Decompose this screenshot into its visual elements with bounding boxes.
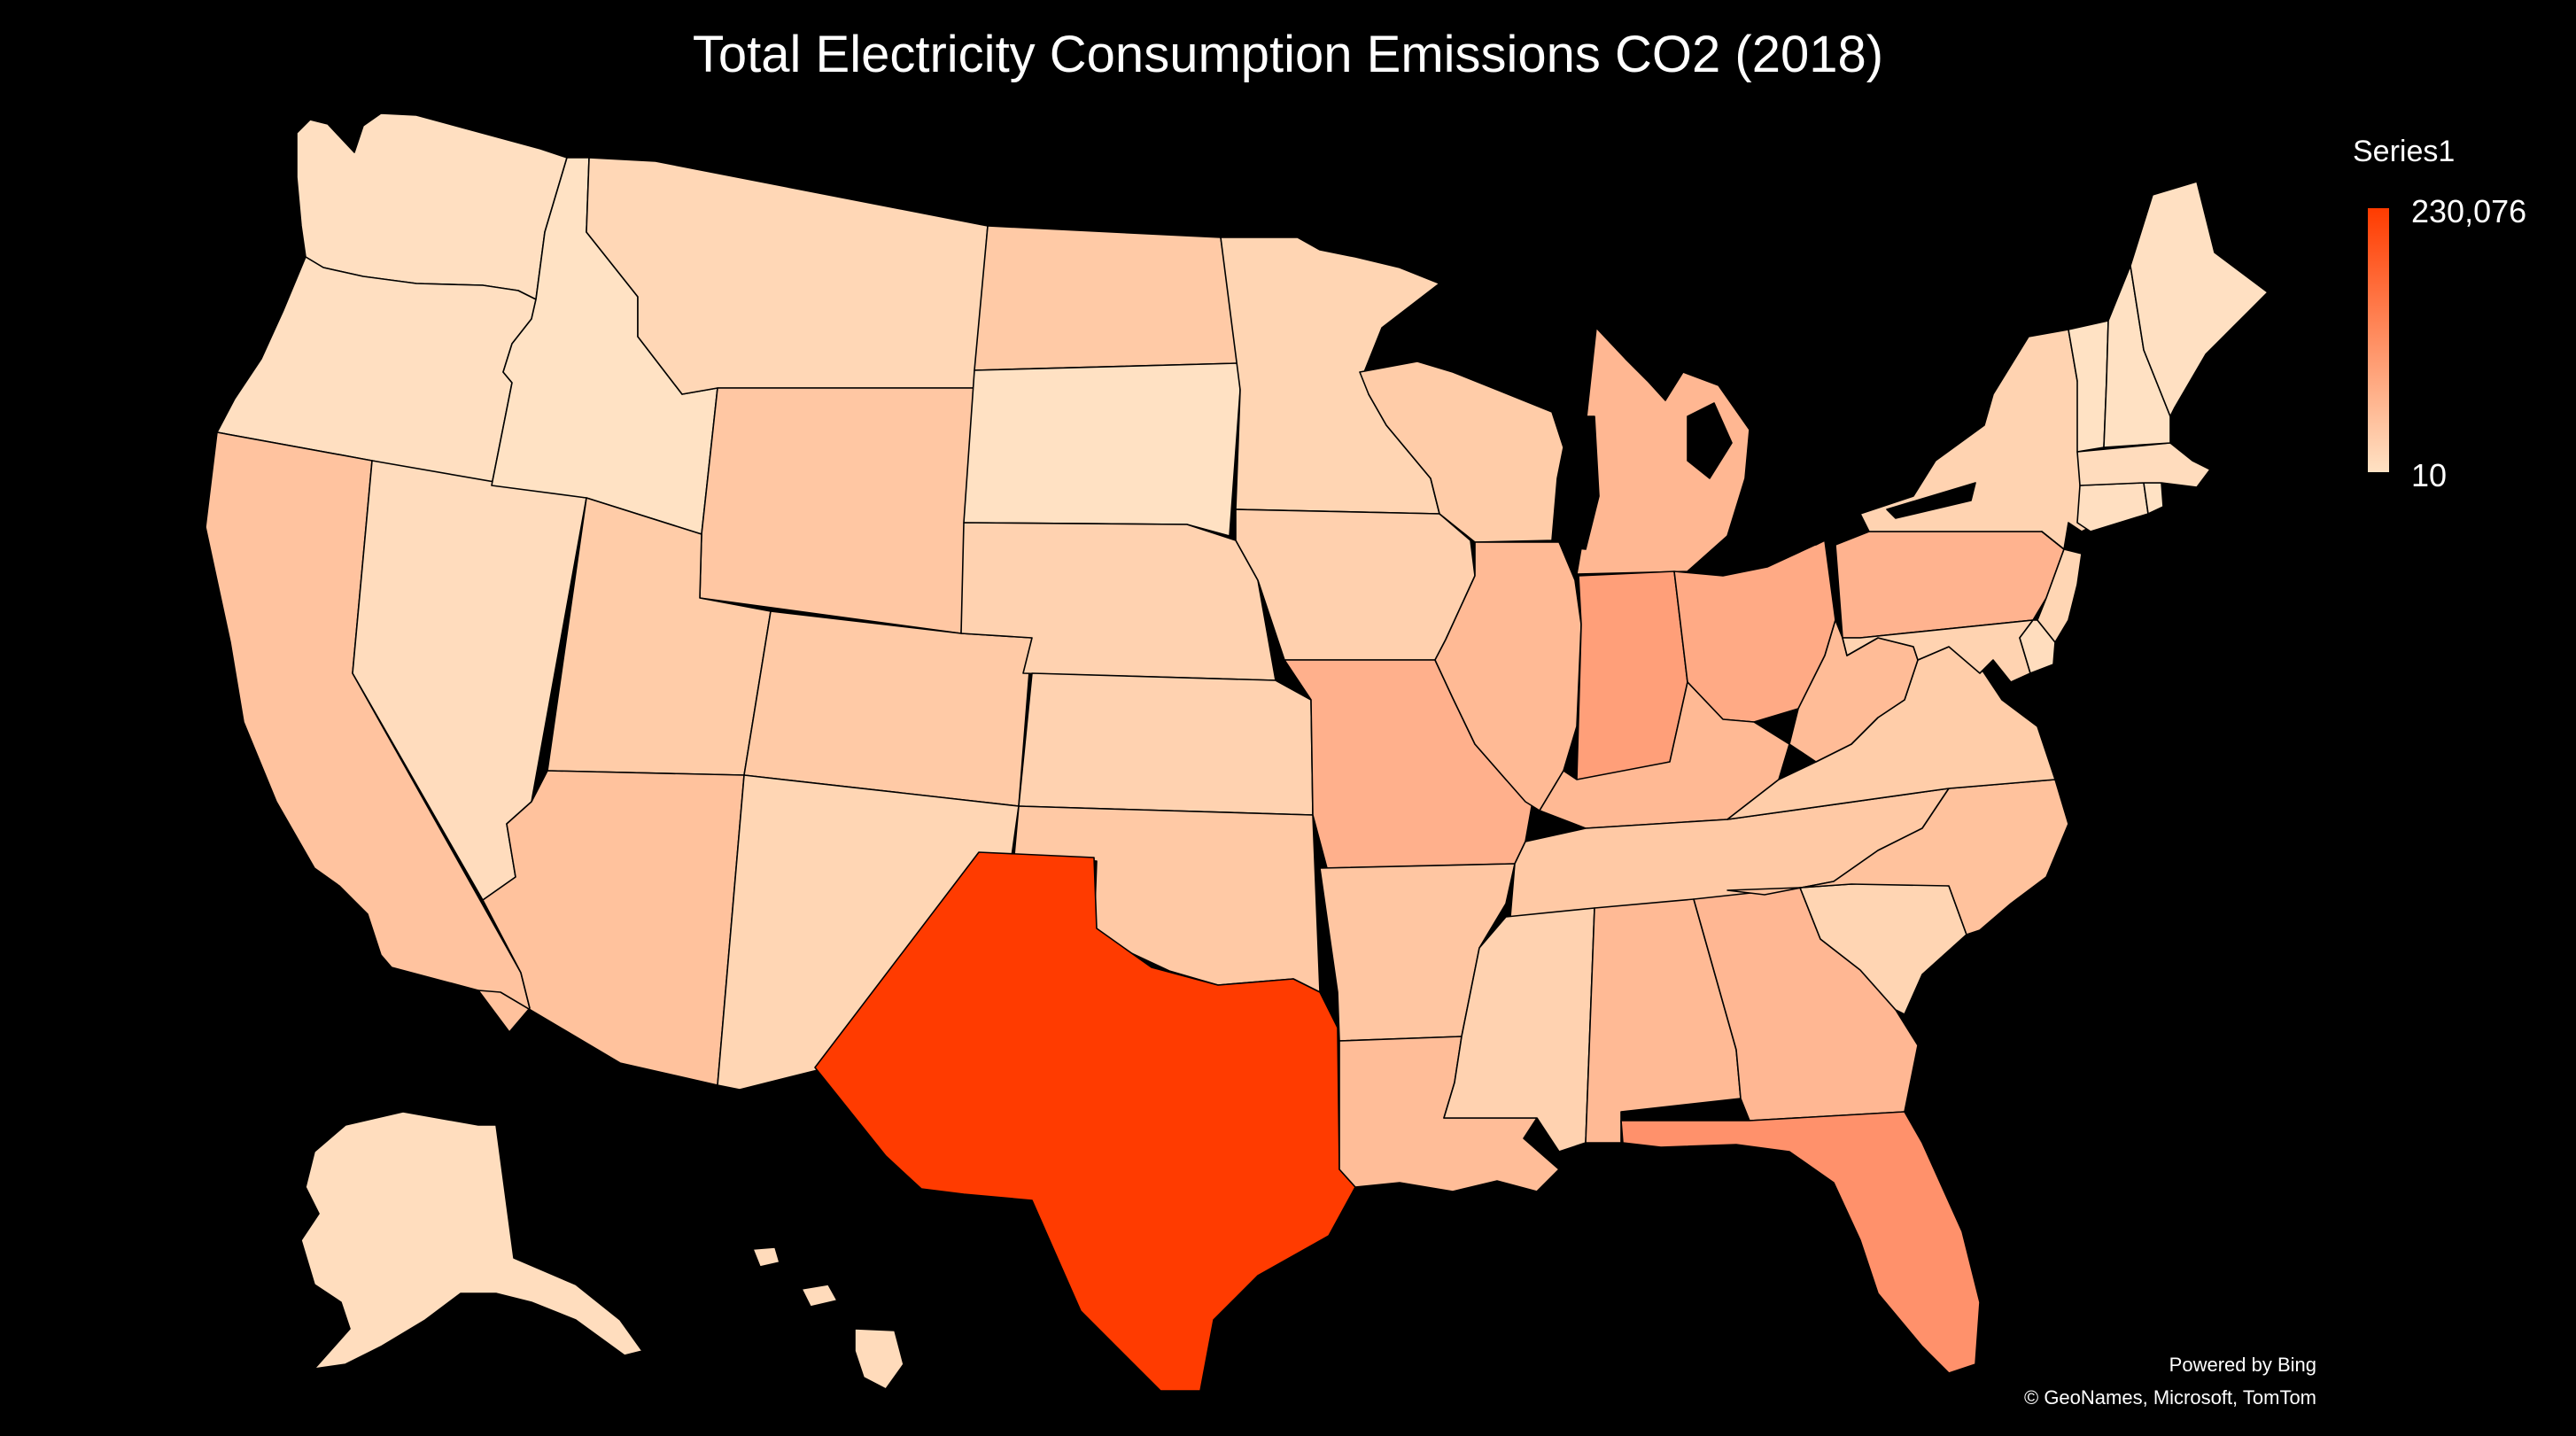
state-new-jersey [2037,531,2083,643]
state-colorado [743,610,1033,807]
state-california [205,431,531,1033]
state-arizona [477,770,745,1086]
state-indiana [1576,571,1688,780]
lake-1 [1439,283,1560,338]
state-hawaii [752,1246,904,1390]
state-florida [1620,1111,1981,1374]
state-massachusetts [2076,442,2211,488]
state-regions [205,113,2269,1392]
map-title: Total Electricity Consumption Emissions … [692,26,1884,83]
state-north-carolina [1726,779,2069,935]
legend-max-label: 230,076 [2411,193,2527,229]
state-south-dakota [963,362,1241,537]
state-wyoming [699,387,975,634]
state-kansas [1018,672,1314,816]
attribution-powered-by: Powered by Bing [2169,1354,2316,1376]
state-iowa [1235,508,1476,661]
state-maine [2130,181,2269,417]
state-north-dakota [974,225,1239,371]
lake-2 [1558,415,1600,550]
state-connecticut [2076,482,2149,532]
legend-title: Series1 [2353,135,2456,168]
lake-5 [1886,482,1976,519]
attribution-copyright: © GeoNames, Microsoft, TomTom [2024,1386,2316,1409]
state-texas [814,851,1356,1392]
legend-min-label: 10 [2411,457,2448,493]
lake-4 [1726,513,1843,555]
state-alaska [300,1111,643,1370]
state-wisconsin [1359,361,1564,543]
legend-color-scale [2368,208,2389,472]
lake-3 [1687,402,1733,479]
state-illinois [1434,541,1582,811]
state-montana [586,157,989,395]
